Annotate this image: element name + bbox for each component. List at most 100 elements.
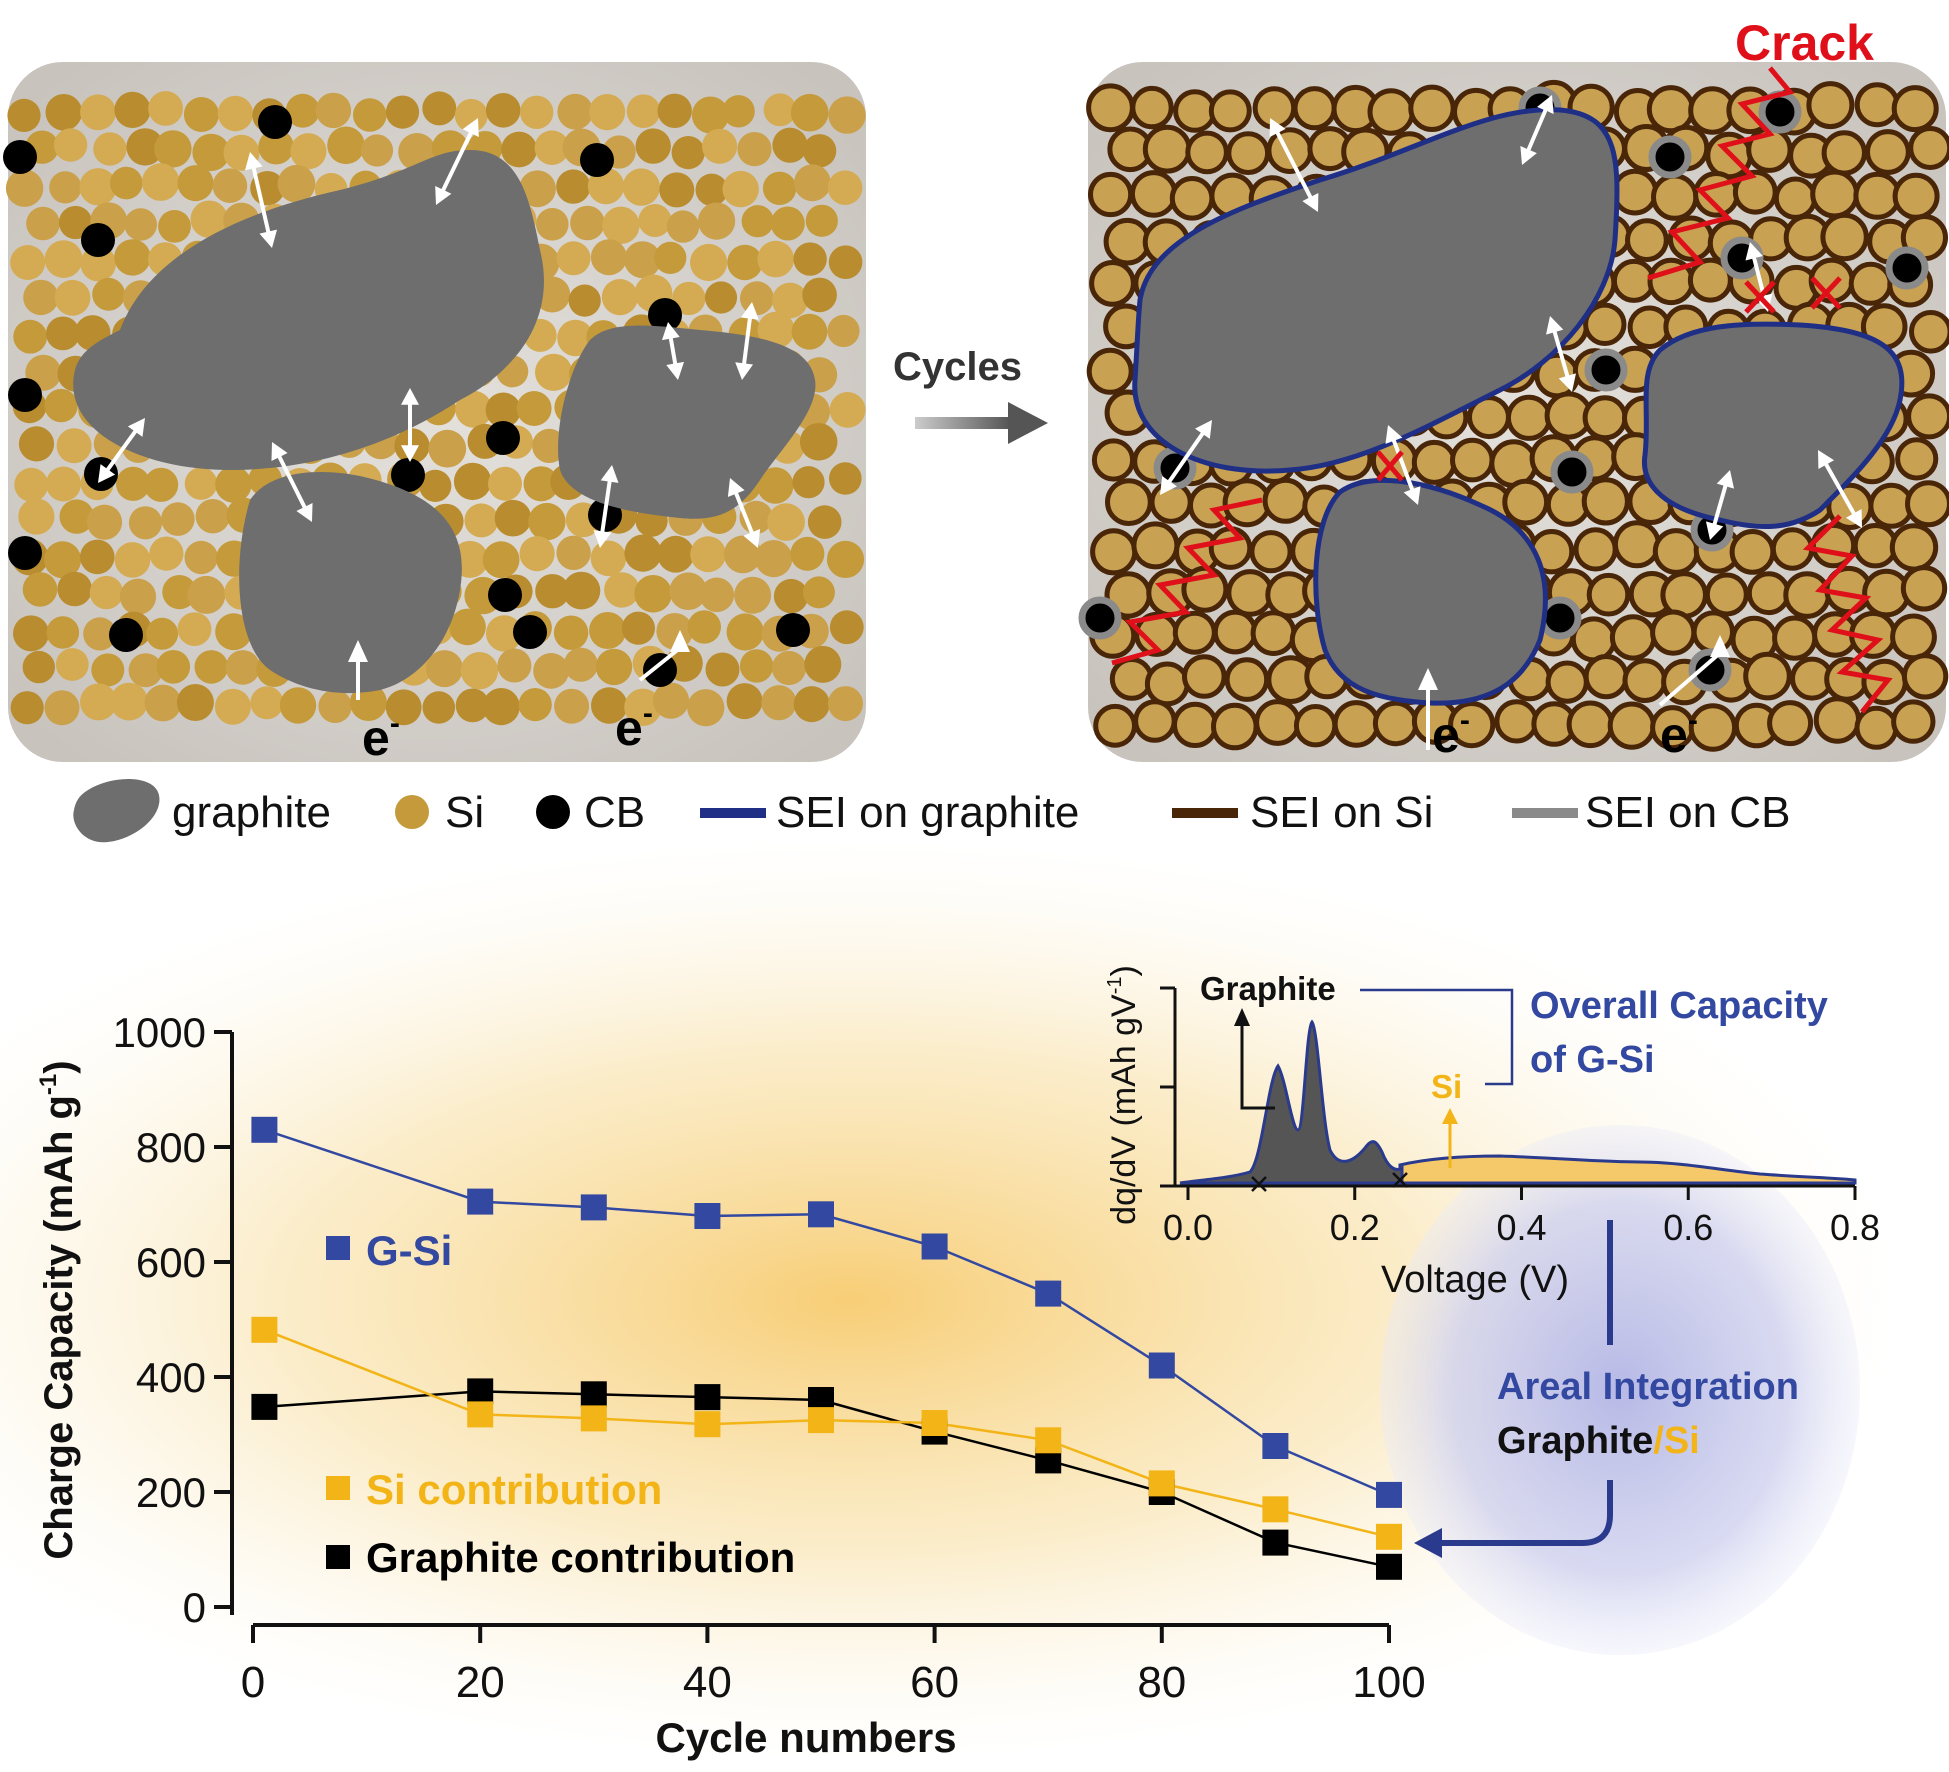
si-particle: [699, 577, 735, 613]
blocked-pathway-marks: [1376, 276, 1842, 482]
si-particle: [279, 687, 317, 724]
main-x-tick-label: 0: [241, 1658, 265, 1707]
si-particle: [485, 392, 521, 428]
si-particle-sei: [1852, 523, 1899, 569]
electron-label-2: e-: [615, 697, 653, 756]
si-particle: [557, 93, 594, 130]
si-particle: [318, 689, 352, 723]
si-particle: [790, 536, 825, 571]
si-particle: [46, 466, 81, 502]
main-x-tick-label: 20: [456, 1658, 505, 1707]
si-particle-sei: [1909, 310, 1949, 354]
si-particle: [793, 242, 827, 276]
si-particle-sei: [1773, 176, 1818, 220]
si-particle: [802, 277, 837, 313]
inset-x-axis-label: Voltage (V): [1381, 1259, 1569, 1301]
double-arrow: [593, 465, 619, 548]
si-particle: [739, 649, 774, 683]
cycles-arrow-head: [1008, 402, 1048, 444]
si-particle: [792, 466, 825, 499]
si-particle: [5, 169, 44, 207]
cb-particle: [109, 618, 143, 652]
inset-x-tick-label: 0.4: [1496, 1207, 1546, 1248]
si-particle-sei: [1704, 572, 1749, 617]
si-particle: [727, 244, 763, 281]
areal-integration-label: Areal Integration: [1497, 1366, 1799, 1408]
arrow-head: [1818, 450, 1835, 470]
si-particle: [802, 576, 835, 609]
si-particle: [624, 688, 662, 726]
si-particle-sei: [1086, 347, 1134, 395]
arrow-head: [1385, 425, 1403, 444]
si-particle: [46, 316, 80, 351]
arrow-shaft: [741, 315, 753, 367]
si-particle: [285, 93, 320, 128]
arrow-head: [348, 640, 368, 662]
main-chart-legend: G-Si Si contribution Graphite contributi…: [326, 1227, 795, 1581]
si-particle-sei: [1820, 212, 1869, 262]
data-point-si: [251, 1316, 278, 1343]
legend-sei-graphite-label: SEI on graphite: [776, 788, 1079, 837]
si-particle-sei: [1905, 480, 1949, 528]
arrow-head: [740, 302, 759, 320]
si-particle: [770, 206, 805, 241]
legend-sei-graphite-swatch: [700, 808, 766, 818]
si-particle-sei: [1133, 699, 1177, 743]
arrow-shaft: [276, 453, 308, 511]
data-point-gsi: [580, 1194, 607, 1221]
si-particle: [23, 279, 59, 316]
data-point-graphite: [694, 1384, 721, 1411]
electron-label-3: e-: [1432, 704, 1470, 763]
si-particle-sei: [1505, 394, 1553, 441]
si-particle: [177, 165, 214, 202]
si-particle: [791, 313, 828, 350]
si-particle: [771, 650, 807, 686]
si-particle: [79, 168, 117, 206]
si-particle: [158, 210, 191, 243]
main-x-tick-label: 100: [1352, 1658, 1425, 1707]
arrow-shaft: [600, 478, 612, 535]
graphite-particle-large-cycled: [1132, 107, 1620, 474]
si-particle-sei: [1810, 169, 1860, 219]
si-particle: [669, 572, 707, 610]
main-y-tick-label: 600: [136, 1239, 206, 1286]
si-particle: [327, 126, 365, 165]
cb-particle-sei: [1584, 348, 1628, 392]
si-particle: [183, 97, 219, 132]
inset-ticks: 0.0 0.2 0.4 0.6 0.8: [1163, 1186, 1880, 1248]
cb-particle-sei: [1078, 596, 1122, 640]
si-particle-sei: [1625, 218, 1669, 263]
series-line-si: [263, 1328, 1390, 1539]
si-particle: [755, 540, 793, 578]
si-particle: [7, 98, 41, 132]
si-particle: [604, 572, 640, 608]
si-particle: [110, 682, 148, 721]
si-particle: [176, 684, 214, 721]
si-particle: [486, 615, 523, 652]
inset-graphite-area: [1179, 1019, 1404, 1185]
si-particle: [149, 536, 184, 571]
si-particle: [635, 128, 671, 164]
si-particle: [315, 92, 352, 129]
cb-particle: [513, 615, 547, 649]
cb-particle: [580, 143, 614, 177]
double-arrow: [1546, 316, 1576, 392]
si-particle: [86, 504, 123, 540]
si-particle: [80, 245, 116, 282]
double-arrow: [98, 418, 145, 483]
si-particle: [488, 466, 522, 501]
si-particle: [568, 284, 601, 317]
si-particle-sei: [1182, 654, 1227, 699]
si-particle: [156, 650, 191, 684]
si-particle: [250, 686, 284, 720]
si-particle: [277, 164, 316, 203]
si-particle-sei: [1890, 613, 1937, 661]
graphite-particle-right: [558, 325, 816, 519]
blocked-mark-2b: [1744, 280, 1776, 314]
si-particle: [691, 96, 729, 134]
arrow-shaft: [1658, 651, 1722, 707]
si-particle: [119, 578, 157, 615]
electron-arrow: [1658, 635, 1730, 707]
cb-particle: [391, 458, 425, 492]
si-particle-sei: [1900, 565, 1948, 612]
